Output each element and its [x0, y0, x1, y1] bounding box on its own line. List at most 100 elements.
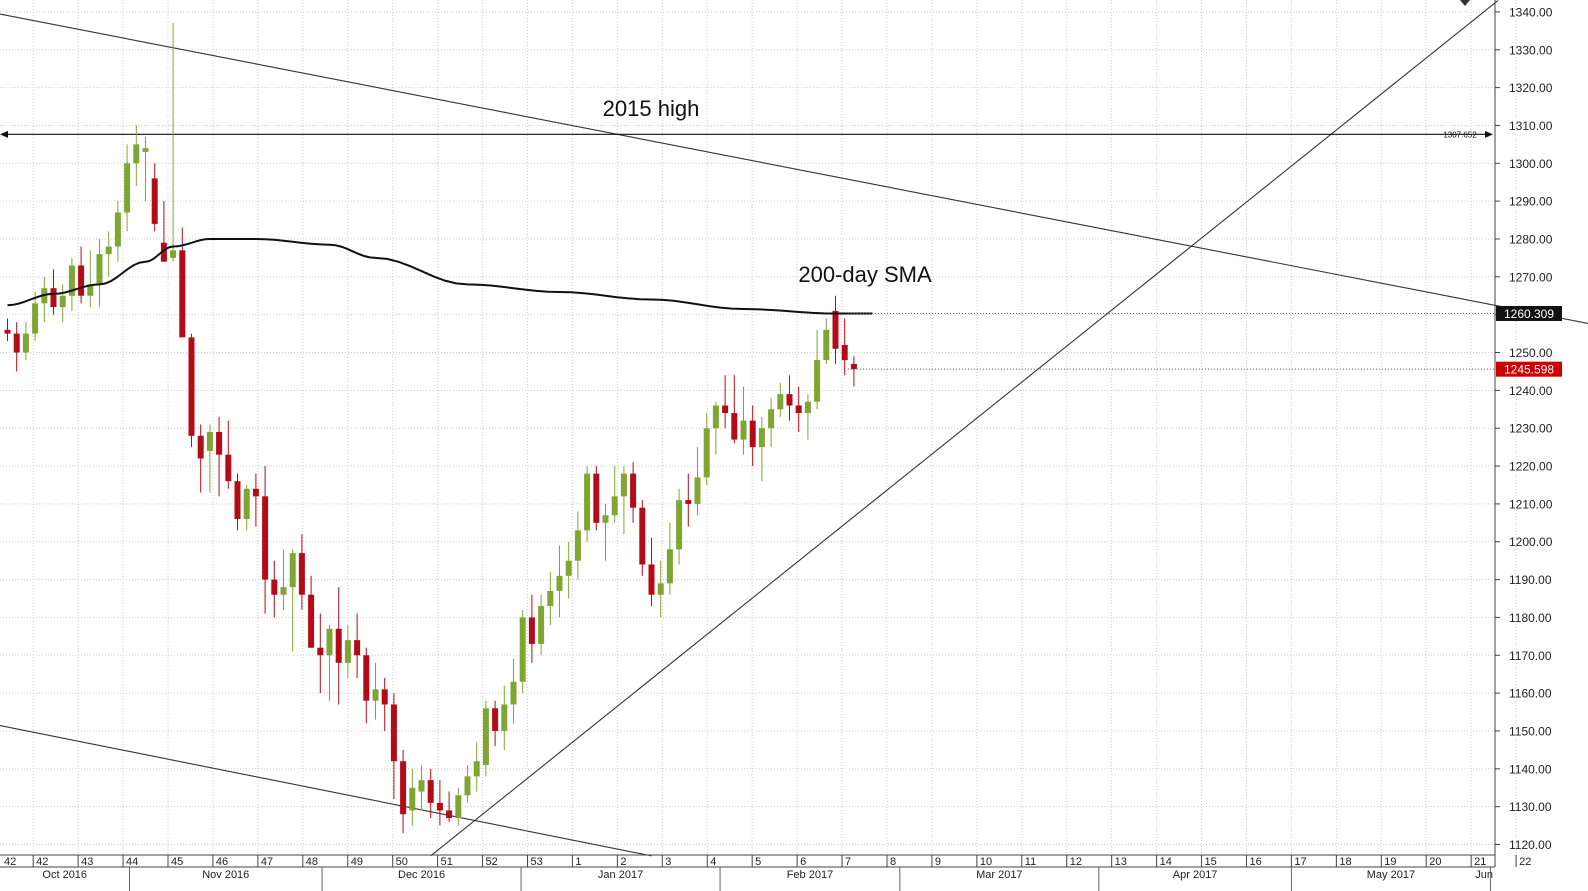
week-label: 9 [935, 856, 941, 868]
y-tick-label: 1290.00 [1509, 195, 1553, 209]
candle-body [482, 708, 489, 766]
candle-body [96, 254, 103, 285]
week-label: 46 [216, 856, 228, 868]
y-tick-label: 1190.00 [1509, 573, 1552, 587]
candle-body [280, 587, 287, 595]
candle-body [436, 802, 443, 811]
candle-body [344, 640, 351, 663]
candle-body [262, 496, 269, 580]
candle-body [832, 310, 839, 349]
candle-body [308, 594, 315, 648]
y-tick-label: 1230.00 [1509, 422, 1553, 436]
candle-body [795, 405, 802, 414]
candle-body [317, 647, 324, 656]
candle-body [225, 454, 232, 482]
candle-body [758, 428, 765, 448]
candle-body [492, 708, 499, 731]
candle-body [510, 681, 517, 705]
candle-body [648, 564, 655, 595]
candle-body [179, 250, 186, 338]
candle-body [252, 488, 259, 497]
candle-body [565, 560, 572, 576]
week-label: 14 [1160, 856, 1172, 868]
candle-body [786, 394, 793, 406]
candle-body [630, 473, 637, 508]
month-label: Oct 2016 [42, 869, 87, 881]
candle-body [657, 583, 664, 595]
y-tick-label: 1300.00 [1509, 157, 1553, 171]
week-label: 42 [36, 856, 48, 868]
candle-body [731, 413, 738, 440]
y-tick-label: 1120.00 [1509, 838, 1552, 852]
week-label: 5 [755, 856, 761, 868]
y-tick-label: 1310.00 [1509, 119, 1553, 133]
scroll-marker[interactable] [1460, 0, 1470, 6]
week-label: 21 [1474, 856, 1486, 868]
month-label: Mar 2017 [976, 869, 1022, 881]
y-tick-label: 1240.00 [1509, 384, 1553, 398]
candle-body [823, 329, 830, 361]
candle-body [676, 500, 683, 550]
annotations: 2015 high 200-day SMA [603, 96, 932, 287]
month-label: May 2017 [1367, 869, 1415, 881]
week-label: 49 [351, 856, 363, 868]
week-label: 7 [845, 856, 851, 868]
week-label: 11 [1025, 856, 1036, 868]
candle-body [32, 303, 39, 334]
week-label: 10 [980, 856, 992, 868]
candle-body [409, 787, 416, 811]
candlesticks [4, 23, 857, 834]
week-label: 8 [890, 856, 896, 868]
candle-body [390, 704, 397, 762]
y-tick-label: 1210.00 [1509, 497, 1553, 511]
week-label: 4 [710, 856, 716, 868]
week-label: 19 [1384, 856, 1396, 868]
price-reference-lines [847, 313, 1495, 370]
candle-body [519, 617, 526, 682]
annotation-sma: 200-day SMA [798, 262, 932, 287]
week-label: 44 [126, 856, 138, 868]
candle-body [666, 549, 673, 584]
week-label: 50 [396, 856, 408, 868]
candle-body [547, 590, 554, 607]
y-tick-label: 1170.00 [1509, 649, 1552, 663]
candle-body [151, 178, 158, 224]
month-label: Jan 2017 [598, 869, 643, 881]
week-label: 3 [665, 856, 671, 868]
candle-body [59, 295, 66, 308]
candle-body [611, 496, 618, 516]
candle-body [13, 333, 20, 353]
candle-body [133, 144, 140, 164]
scroll-down-icon[interactable] [1460, 0, 1470, 6]
price-tag-box [1496, 306, 1562, 322]
candle-body [538, 606, 545, 644]
candle-body [850, 363, 857, 370]
candle-body [78, 265, 85, 296]
grid-lines [0, 0, 1517, 855]
price-tag-box [1496, 361, 1562, 377]
week-label: 17 [1294, 856, 1306, 868]
candle-body [114, 212, 121, 247]
candle-body [298, 553, 305, 595]
y-axis: 1120.00 1130.00 1140.00 1150.00 1160.00 1170.… [1495, 5, 1553, 852]
candle-body [289, 553, 296, 588]
y-tick-label: 1180.00 [1509, 611, 1552, 625]
candle-body [501, 704, 508, 731]
y-tick-label: 1220.00 [1509, 460, 1553, 474]
candle-body [694, 477, 701, 504]
month-label: Jun [1475, 869, 1493, 881]
price-tag-label: 1245.598 [1504, 363, 1554, 377]
candle-body [50, 288, 57, 308]
week-label: 43 [81, 856, 93, 868]
candle-body [464, 776, 471, 796]
candle-body [354, 640, 361, 656]
trendline [0, 13, 1588, 325]
week-label: 22 [1519, 856, 1531, 868]
trendlines [0, 0, 1588, 857]
candle-body [749, 420, 756, 448]
price-tag-label: 1260.309 [1504, 307, 1554, 321]
y-tick-label: 1130.00 [1509, 800, 1552, 814]
y-tick-label: 1320.00 [1509, 81, 1553, 95]
week-label: 51 [441, 856, 453, 868]
candle-body [105, 246, 112, 255]
